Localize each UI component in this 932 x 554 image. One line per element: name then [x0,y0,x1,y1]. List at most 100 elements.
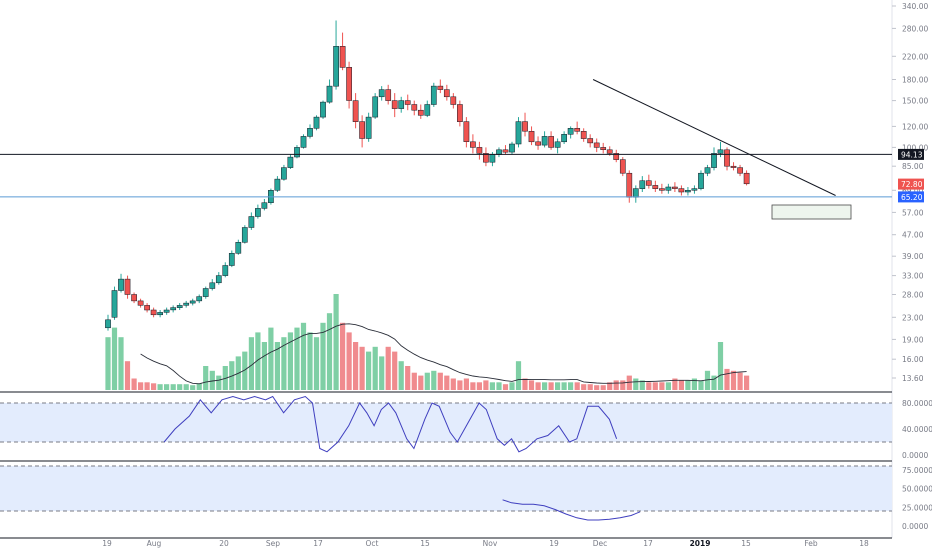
volume-bar [300,322,307,390]
candle-body [241,227,248,243]
time-tick-label: Sep [266,539,280,548]
volume-bar [326,313,333,390]
volume-bar [678,380,684,390]
candle-body [144,305,150,311]
time-tick-label: Oct [366,539,379,548]
volume-bar [652,382,658,390]
candle-body [724,149,730,167]
time-tick-label: 19 [102,539,112,548]
volume-bar [242,351,248,390]
candle-body [535,141,541,146]
volume-bar [203,366,209,390]
candle-body [124,278,131,295]
volume-bar [385,346,391,390]
volume-bar [118,337,124,390]
rsi-axis-labels: 75.0000 50.0000 25.0000 0.0000 [902,466,932,531]
candle-body [255,208,261,217]
price-badge-bg [898,191,924,203]
candle-body [339,46,346,68]
volume-bar [724,368,730,390]
volume-bar [379,356,385,390]
volume-bar [685,380,691,390]
volume-bar [398,361,404,390]
volume-layer [105,294,750,390]
price-tick-label: 220.00 [902,52,928,61]
volume-bar [196,383,202,390]
candle-body [118,278,124,291]
volume-bar [255,332,261,390]
candle-body [404,100,411,105]
candle-body [209,282,216,289]
price-badge-bg [898,148,924,160]
volume-bar [340,322,346,390]
price-tick-label: 16.00 [902,355,924,364]
volume-bar [372,346,378,390]
time-tick-label: Dec [593,539,608,548]
volume-ma-line [140,323,747,385]
candle-body [352,100,359,122]
candle-body [580,131,587,139]
volume-bar [320,322,326,390]
volume-bar [418,375,424,390]
candle-body [606,149,613,154]
volume-bar [105,337,111,390]
candle-body [685,190,691,193]
volume-bar [131,378,137,390]
target-zone-box[interactable] [771,204,852,220]
candle-body [587,138,594,144]
candle-body [665,186,672,191]
price-badge-label: 65.20 [901,193,923,202]
price-badges: 94.13 72.80 65.20 [898,148,924,203]
candle-body [548,136,554,148]
candle-body [378,89,385,98]
time-axis-labels: 19 Aug 20 Sep 17 Oct 15 Nov 19 Dec 17 2019 15 Feb 18 [102,539,869,548]
volume-bar [287,332,293,390]
volume-bar [170,384,176,390]
volume-bar [444,375,450,390]
candle-body [502,149,509,153]
volume-bar [431,370,437,390]
volume-bar [151,383,157,390]
volume-bar [509,382,515,390]
candle-body [541,136,548,146]
horizontal-lines-layer [0,153,892,198]
candle-body [300,136,307,148]
candle-body [274,178,281,191]
volume-bar [515,361,522,390]
candle-body [489,154,496,163]
volume-bar [346,332,352,390]
volume-bar [248,337,254,390]
candle-body [652,185,659,189]
rsi-tick-label: 0.0000 [902,522,928,531]
price-tick-label: 33.00 [902,272,924,281]
candle-body [150,309,157,316]
volume-bar [620,380,626,390]
downtrend-line [592,79,836,196]
volume-bar [581,384,587,390]
volume-bar [177,384,183,390]
volume-bar [489,382,495,390]
candle-body [593,142,600,148]
candle-body [359,121,365,139]
candle-body [639,180,646,189]
volume-bar [704,370,711,390]
candle-body [698,172,704,189]
volume-bar [587,384,593,390]
candle-body [672,186,678,189]
volume-bar [138,382,144,390]
volume-bar [216,375,222,390]
volume-bar [744,375,750,390]
volume-bar [483,380,489,390]
volume-bar [600,385,606,390]
stoch-layer [163,395,618,453]
candle-body [235,242,242,254]
volume-bar [542,382,548,390]
volume-bar [607,382,613,390]
price-tick-label: 180.00 [902,76,928,85]
candle-body [509,143,515,153]
price-tick-label: 85.00 [902,162,924,171]
stoch-tick-label: 40.0000 [902,425,932,434]
candle-body [189,300,196,304]
